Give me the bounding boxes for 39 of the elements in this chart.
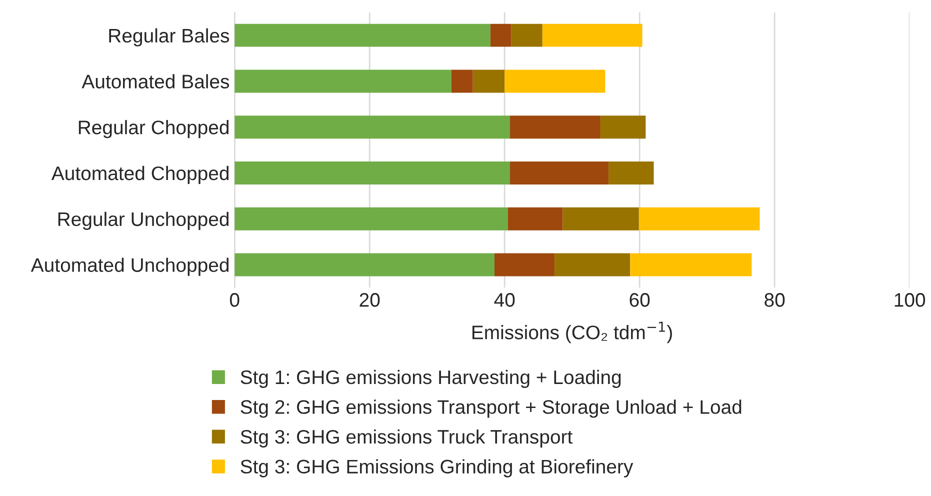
bar (504, 70, 606, 93)
bar (510, 162, 609, 184)
x-tick-label: 80 (764, 293, 785, 307)
x-axis-title: Emissions (CO₂ tdm$^{−1}$) (472, 322, 672, 344)
y-tick-label: Automated Bales (82, 74, 230, 88)
x-tick-label: 60 (630, 293, 650, 307)
y-tick-label: Automated Unchopped (30, 258, 229, 276)
bar (234, 24, 490, 47)
y-tick-label: Regular Bales (109, 28, 230, 46)
bar (638, 207, 760, 230)
bar (630, 253, 752, 276)
legend-label: Stg 3: GHG Emissions Grinding at Biorefinery (240, 459, 634, 478)
x-tick-label: 0 (230, 293, 240, 307)
bar (600, 116, 646, 139)
bar (234, 116, 510, 139)
bar (508, 207, 563, 230)
bar (562, 207, 639, 230)
bar (542, 24, 642, 47)
bar (234, 70, 452, 93)
bar (234, 162, 510, 184)
x-tick-label: 40 (494, 293, 515, 307)
x-tick-label: 100 (894, 293, 926, 307)
bar (608, 162, 654, 184)
bar (554, 253, 630, 276)
bar (494, 253, 555, 276)
legend-label: Stg 3: GHG emissions Truck Transport (240, 429, 573, 448)
y-tick-label: Regular Chopped (78, 120, 229, 138)
bar (472, 70, 505, 93)
bar (490, 24, 512, 47)
legend-label: Stg 1: GHG emissions Harvesting + Loading (240, 370, 621, 388)
legend-label: Stg 2: GHG emissions Transport + Storage Unload + Load (240, 400, 742, 418)
bar (510, 116, 600, 139)
y-tick-label: Regular Unchopped (58, 212, 229, 230)
bar (234, 253, 494, 276)
x-tick-label: 20 (360, 293, 380, 307)
y-tick-label: Automated Chopped (51, 166, 229, 184)
bar (511, 24, 542, 47)
bar (451, 70, 473, 93)
bar (234, 207, 508, 230)
